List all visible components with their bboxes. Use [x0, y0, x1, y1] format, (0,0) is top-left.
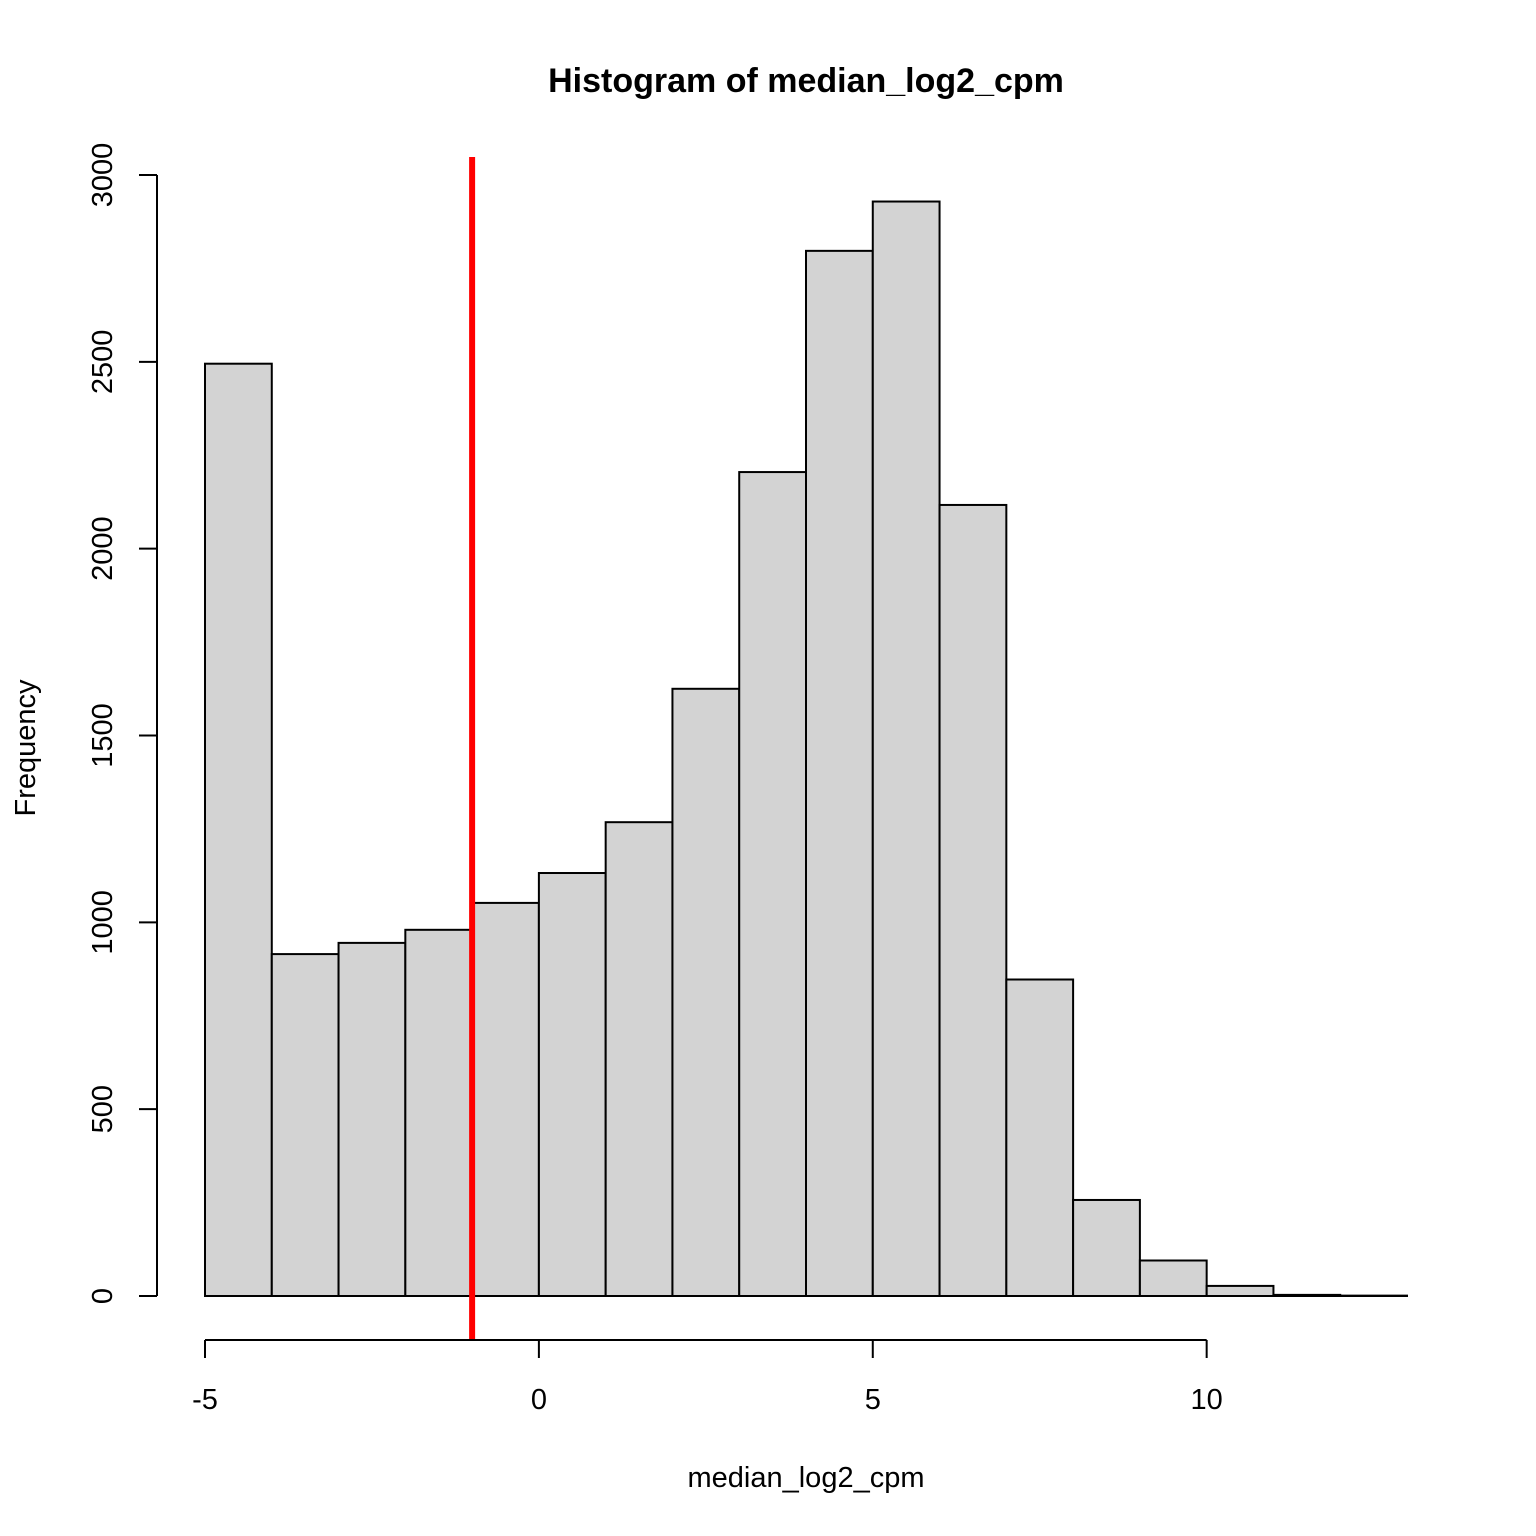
y-axis-label: Frequency [10, 679, 42, 817]
y-tick-label: 3000 [87, 143, 119, 208]
bars-group [204, 200, 1408, 1298]
histogram-bar [404, 928, 474, 1297]
y-tick-label: 1500 [87, 703, 119, 768]
x-axis: -5 0 5 10 [192, 1339, 1223, 1416]
histogram-bar [805, 249, 874, 1297]
histogram-bar [537, 872, 607, 1297]
histogram-bar [604, 821, 674, 1297]
histogram-bar [471, 901, 540, 1297]
histogram-bar [938, 503, 1008, 1297]
histogram-bar [738, 471, 808, 1297]
x-tick-label: 5 [865, 1384, 881, 1416]
histogram-bar [671, 687, 741, 1297]
x-axis-label: median_log2_cpm [688, 1462, 925, 1494]
y-axis: 0 500 1000 1500 2000 2500 3000 [87, 143, 158, 1304]
y-tick-label: 1000 [87, 890, 119, 955]
y-tick-label: 2000 [87, 516, 119, 581]
histogram-bar [337, 941, 407, 1297]
histogram-bar [1272, 1293, 1342, 1298]
histogram-bar [1205, 1284, 1275, 1298]
chart-title: Histogram of median_log2_cpm [548, 62, 1064, 100]
histogram-bar [204, 362, 273, 1297]
x-tick-label: 10 [1191, 1384, 1223, 1416]
x-tick-label: -5 [192, 1384, 218, 1416]
y-tick-label: 500 [87, 1085, 119, 1133]
x-tick-label: 0 [531, 1384, 547, 1416]
y-tick-label: 0 [87, 1288, 119, 1304]
histogram-bar [1005, 978, 1075, 1297]
histogram-bar [1138, 1259, 1208, 1298]
histogram-bar [1072, 1198, 1141, 1297]
histogram-bar [871, 200, 941, 1298]
y-tick-label: 2500 [87, 330, 119, 395]
histogram-bar [270, 953, 340, 1297]
